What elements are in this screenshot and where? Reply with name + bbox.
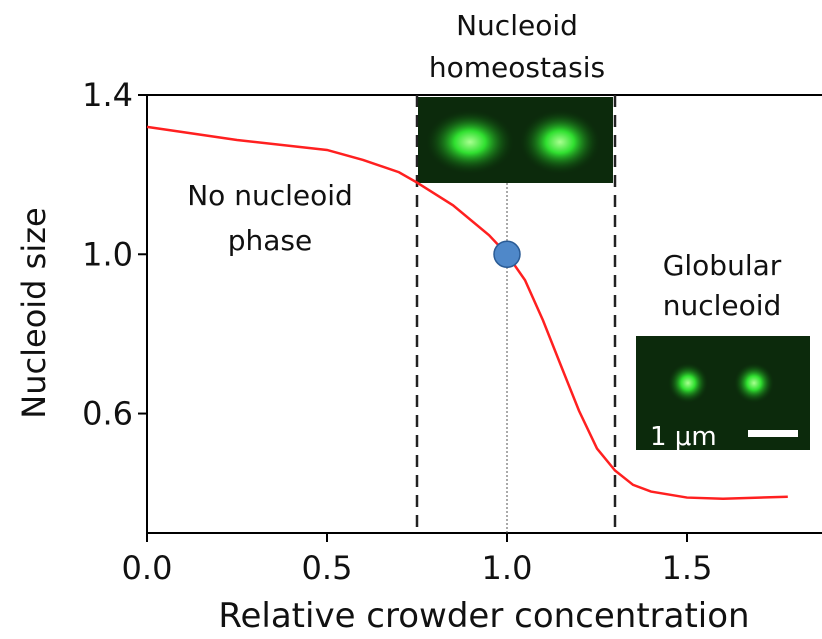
annotation: No nucleoid: [187, 179, 353, 212]
marker-point: [494, 241, 520, 267]
annotation: nucleoid: [663, 289, 782, 322]
nucleoid-blob: [520, 110, 600, 174]
annotation: Nucleoid: [456, 9, 578, 42]
nucleoid-blob: [734, 363, 774, 403]
nucleoid-blob: [668, 363, 708, 403]
x-tick-label: 1.0: [482, 549, 533, 587]
x-tick-label: 0.5: [302, 549, 353, 587]
nucleoid-blob: [426, 110, 514, 174]
annotation: Globular: [663, 249, 782, 282]
scale-bar: [748, 430, 798, 437]
annotation: phase: [228, 224, 313, 257]
y-tick-label: 1.0: [82, 235, 133, 273]
annotation: homeostasis: [429, 51, 605, 84]
chart: Nucleoid size Relative crowder concentrat…: [0, 0, 822, 639]
x-tick-label: 1.5: [662, 549, 713, 587]
y-axis-label: Nucleoid size: [15, 207, 53, 418]
scale-bar-label: 1 μm: [650, 422, 717, 452]
x-axis-label: Relative crowder concentration: [218, 596, 749, 636]
y-tick-label: 0.6: [82, 395, 133, 433]
x-tick-label: 0.0: [122, 549, 173, 587]
y-tick-label: 1.4: [82, 76, 133, 114]
